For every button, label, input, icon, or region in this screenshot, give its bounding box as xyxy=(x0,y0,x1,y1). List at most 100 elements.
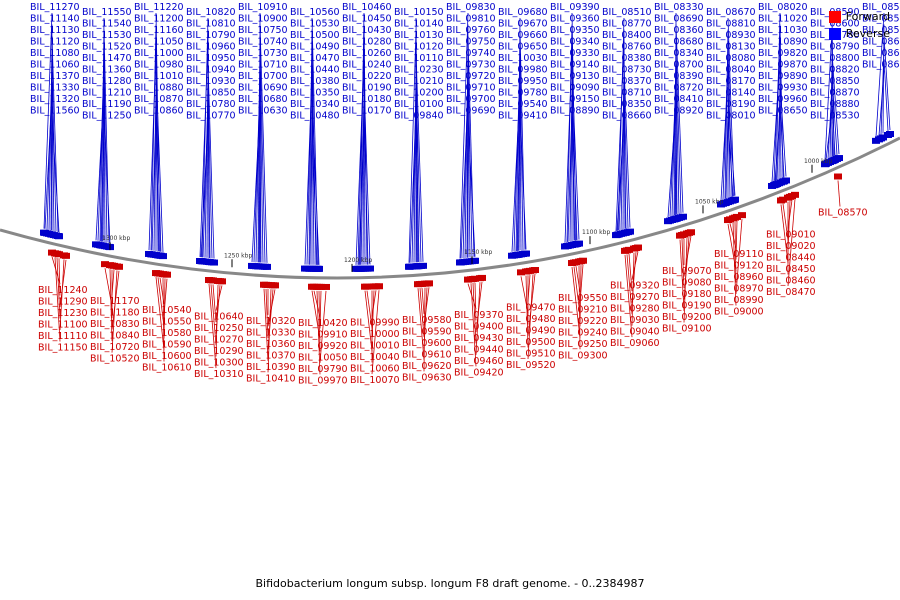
leader-line xyxy=(364,290,373,352)
leader-line xyxy=(779,104,785,178)
forward-gene-label: BIL_09470 xyxy=(506,303,556,314)
leader-line xyxy=(527,274,534,360)
leader-line xyxy=(679,239,685,312)
forward-gene-label: BIL_09920 xyxy=(298,341,348,352)
reverse-gene-label: BIL_10630 xyxy=(238,106,288,117)
reverse-gene-label: BIL_11020 xyxy=(758,14,808,25)
leader-line xyxy=(207,63,215,259)
genome-backbone xyxy=(0,136,900,280)
reverse-gene-label: BIL_08400 xyxy=(602,30,652,41)
forward-gene-label: BIL_09370 xyxy=(454,310,504,321)
leader-line xyxy=(780,204,789,264)
reverse-gene-label: BIL_10150 xyxy=(394,7,444,18)
forward-gene-arrow xyxy=(784,194,792,201)
leader-line xyxy=(564,47,573,243)
reverse-gene-label: BIL_08360 xyxy=(654,25,704,36)
leader-line xyxy=(44,93,53,229)
reverse-gene-label: BIL_11370 xyxy=(30,71,80,82)
forward-gene-label: BIL_09610 xyxy=(402,349,452,360)
forward-gene-label: BIL_10310 xyxy=(194,369,244,380)
forward-gene-label: BIL_10000 xyxy=(350,329,400,340)
reverse-gene-label: BIL_08630 xyxy=(862,48,900,59)
reverse-gene-arrow xyxy=(671,216,679,223)
reverse-gene-label: BIL_08790 xyxy=(810,42,860,53)
forward-gene-label: BIL_10250 xyxy=(194,323,244,334)
leader-line xyxy=(474,282,477,321)
leader-line xyxy=(475,282,481,355)
reverse-gene-label: BIL_08410 xyxy=(654,94,704,105)
forward-gene-label: BIL_11150 xyxy=(38,343,88,354)
reverse-gene-label: BIL_08080 xyxy=(706,53,756,64)
reverse-gene-label: BIL_11280 xyxy=(82,76,132,87)
leader-line xyxy=(735,219,743,295)
forward-gene-arrow xyxy=(368,283,376,290)
forward-gene-label: BIL_09220 xyxy=(558,316,608,327)
reverse-gene-label: BIL_09750 xyxy=(446,37,496,48)
leader-line xyxy=(470,283,477,367)
reverse-gene-label: BIL_11140 xyxy=(30,14,80,25)
scale-ticks: 1300 kbp 1250 kbp 1200 kbp 1150 kbp 1100 kbp… xyxy=(102,158,832,272)
reverse-gene-arrow xyxy=(55,233,63,240)
leader-line xyxy=(259,47,266,263)
leader-line xyxy=(363,81,371,265)
leader-line xyxy=(623,109,627,229)
leader-line xyxy=(571,116,576,241)
forward-gene-label: BIL_09500 xyxy=(506,337,556,348)
reverse-gene-arrow xyxy=(564,242,572,249)
forward-gene-arrow xyxy=(361,283,369,290)
reverse-gene-label: BIL_08730 xyxy=(602,65,652,76)
reverse-gene-label: BIL_11060 xyxy=(30,60,80,71)
reverse-gene-arrow xyxy=(41,229,49,236)
forward-gene-arrow xyxy=(676,232,684,239)
legend-reverse-label: Reverse xyxy=(845,27,890,40)
forward-gene-label: BIL_10270 xyxy=(194,335,244,346)
reverse-gene-label: BIL_11550 xyxy=(82,7,132,18)
leader-line xyxy=(735,220,738,260)
leader-line xyxy=(631,252,635,326)
reverse-gene-label: BIL_10770 xyxy=(186,111,236,122)
leader-line xyxy=(883,58,889,132)
reverse-gene-arrow xyxy=(406,263,414,270)
forward-gene-label: BIL_09270 xyxy=(610,292,660,303)
reverse-gene-label: BIL_10530 xyxy=(290,19,340,30)
leader-line xyxy=(95,86,105,241)
forward-gene-label: BIL_09110 xyxy=(714,249,764,260)
reverse-gene-label: BIL_09350 xyxy=(550,25,600,36)
leader-line xyxy=(100,121,105,242)
forward-gene-label: BIL_10070 xyxy=(350,375,400,386)
reverse-gene-arrow xyxy=(364,265,372,272)
reverse-gene-label: BIL_10950 xyxy=(186,53,236,64)
forward-gene-label: BIL_09040 xyxy=(610,327,660,338)
forward-gene-label: BIL_09070 xyxy=(662,266,712,277)
forward-gene-label: BIL_09200 xyxy=(662,312,712,323)
forward-gene-label: BIL_10720 xyxy=(90,342,140,353)
leader-line xyxy=(616,121,625,231)
forward-gene-arrow xyxy=(414,281,422,288)
forward-gene-arrow xyxy=(113,263,121,270)
reverse-gene-label: BIL_10740 xyxy=(238,37,288,48)
leader-line xyxy=(674,116,677,216)
leader-line xyxy=(155,277,165,351)
reverse-gene-label: BIL_08350 xyxy=(602,99,652,110)
reverse-gene-label: BIL_08330 xyxy=(654,2,704,13)
reverse-gene-label: BIL_08680 xyxy=(654,37,704,48)
leader-line xyxy=(411,86,417,263)
forward-gene-arrow xyxy=(267,282,275,289)
reverse-swatch xyxy=(828,27,841,40)
leader-line xyxy=(628,253,633,292)
leader-line xyxy=(578,265,581,350)
reverse-gene-label: BIL_08340 xyxy=(654,48,704,59)
reverse-gene-arrow xyxy=(829,157,837,164)
reverse-gene-label: BIL_10750 xyxy=(238,25,288,36)
reverse-gene-label: BIL_10220 xyxy=(342,71,392,82)
forward-gene-label: BIL_10590 xyxy=(142,339,192,350)
reverse-gene-label: BIL_08640 xyxy=(862,60,900,71)
forward-gene-arrow xyxy=(476,275,484,282)
reverse-gene-label: BIL_08890 xyxy=(550,106,600,117)
forward-gene-label: BIL_09000 xyxy=(714,306,764,317)
leader-line xyxy=(54,257,61,342)
scale-label: 1000 kbp xyxy=(804,158,832,165)
leader-line xyxy=(683,237,688,323)
reverse-gene-label: BIL_10900 xyxy=(238,14,288,25)
forward-gene-label: BIL_09320 xyxy=(610,281,660,292)
